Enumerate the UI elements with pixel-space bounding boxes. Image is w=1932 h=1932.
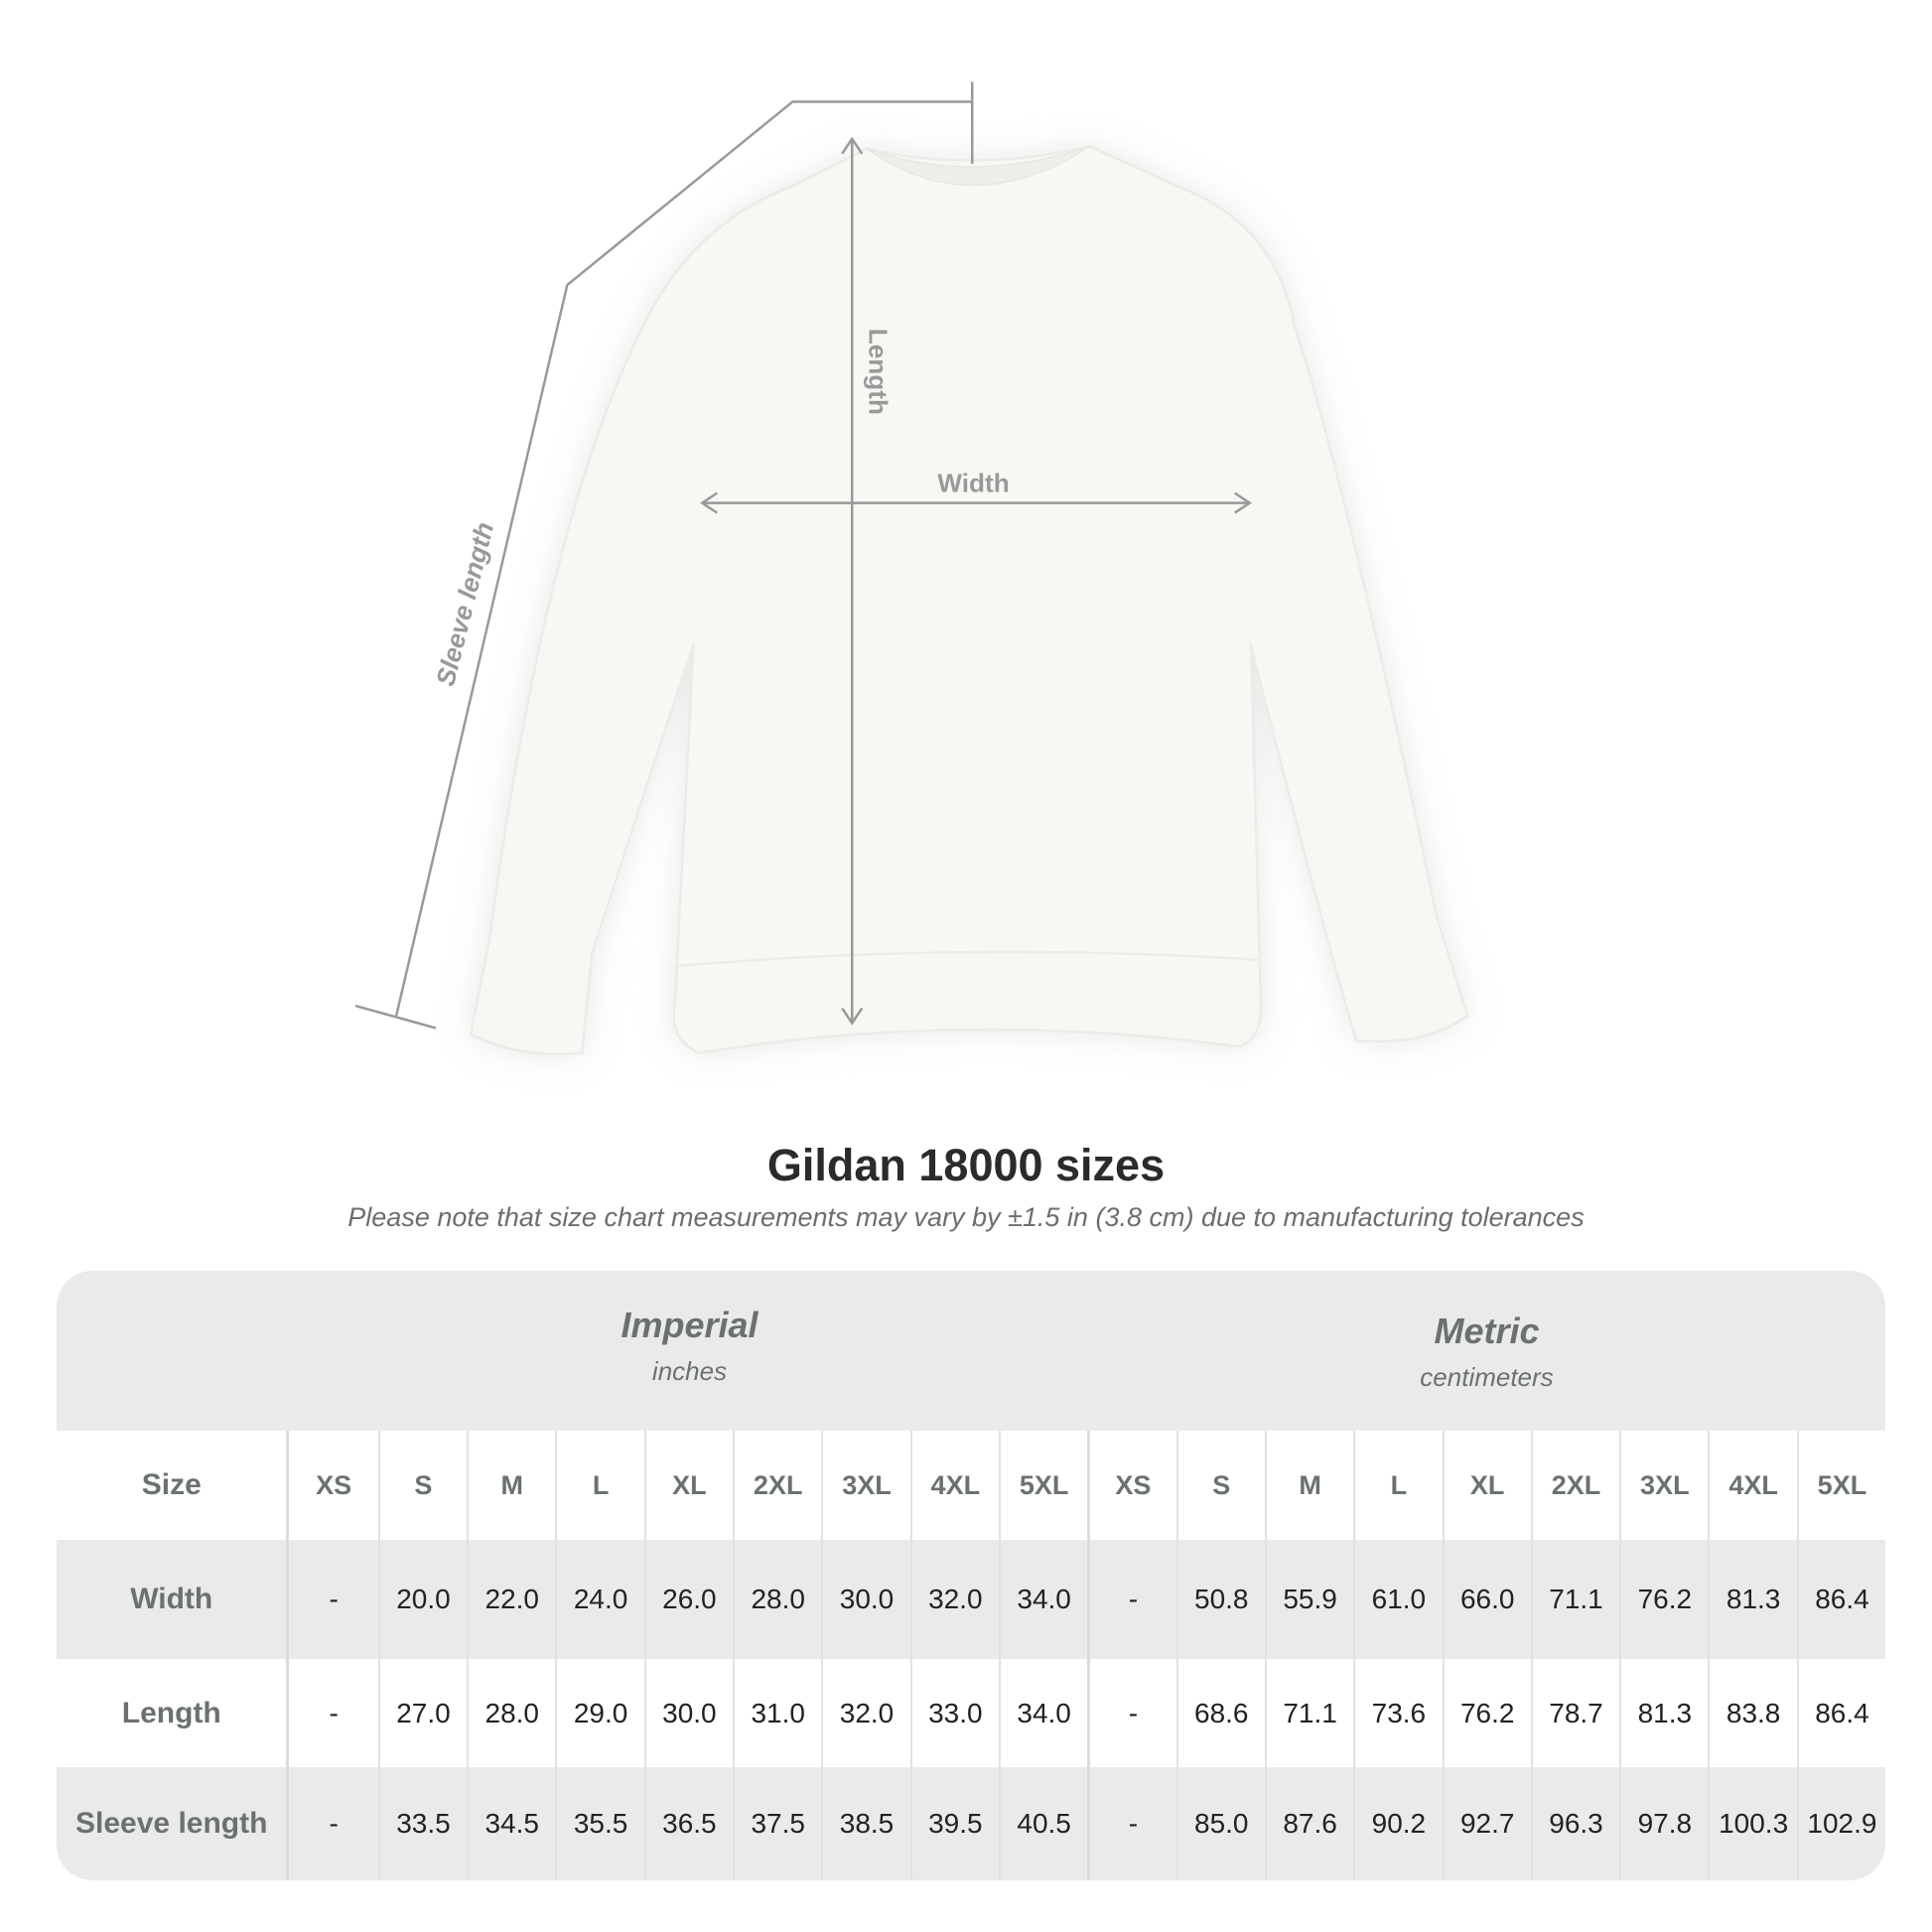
row-label: Width [57, 1540, 290, 1659]
imperial-value-cell: 29.0 [555, 1659, 643, 1767]
imperial-value-cell: 32.0 [909, 1540, 999, 1659]
measurement-lines [354, 81, 1252, 1030]
tolerance-note: Please note that size chart measurements… [347, 1202, 1585, 1232]
metric-size-header: XL [1442, 1431, 1531, 1540]
imperial-unit: inches [651, 1356, 728, 1386]
metric-value-cell: 55.9 [1264, 1540, 1353, 1659]
row-label: Sleeve length [57, 1767, 290, 1880]
metric-value-cell: 78.7 [1530, 1659, 1619, 1767]
metric-size-header: XS [1087, 1431, 1175, 1540]
imperial-value-cell: 22.0 [467, 1540, 555, 1659]
page-title: Gildan 18000 sizes [766, 1140, 1166, 1190]
imperial-value-cell: 38.5 [821, 1767, 909, 1880]
metric-value-cell: 81.3 [1619, 1659, 1708, 1767]
imperial-value-cell: 30.0 [821, 1540, 909, 1659]
imperial-value-cell: 36.5 [643, 1767, 733, 1880]
metric-title: Metric [1434, 1311, 1540, 1351]
sweatshirt-image [469, 145, 1469, 1055]
metric-value-cell: 97.8 [1619, 1767, 1708, 1880]
metric-size-header: 2XL [1530, 1431, 1619, 1540]
imperial-value-cell: - [329, 1697, 339, 1728]
metric-value-cell: 86.4 [1796, 1659, 1885, 1767]
table-row: Length -27.0 28.0 29.0 30.0 31.0 32.0 33.0 34.0-… [57, 1659, 1885, 1767]
imperial-value-cell: 39.5 [909, 1767, 999, 1880]
metric-value-cell: 83.8 [1708, 1659, 1796, 1767]
width-label: Width [937, 468, 1009, 497]
metric-size-header: L [1353, 1431, 1442, 1540]
table-row: Sleeve length - 33.5 34.5 35.5 36.5 37.5 38.5 39… [57, 1767, 1885, 1880]
metric-value-cell: 86.4 [1796, 1540, 1885, 1659]
metric-value-cell: 90.2 [1353, 1767, 1442, 1880]
imperial-value-cell: 20.0 [377, 1540, 467, 1659]
metric-value-cell: 76.2 [1442, 1659, 1531, 1767]
metric-size-header: S [1175, 1431, 1265, 1540]
metric-value-cell: 92.7 [1442, 1767, 1531, 1880]
imperial-value-cell: 28.0 [733, 1540, 821, 1659]
metric-size-header: M [1264, 1431, 1353, 1540]
metric-value-cell: 68.6 [1175, 1659, 1265, 1767]
imperial-value-cell: 34.0 [998, 1659, 1087, 1767]
size-header-row: Size XS S M L XL 2XL 3XL 4XL 5XL XS S M L XL 2XL 3XL 4XL 5… [57, 1431, 1885, 1540]
imperial-value-cell: 31.0 [733, 1659, 821, 1767]
length-label: Length [864, 329, 894, 415]
metric-value-cell: 73.6 [1353, 1659, 1442, 1767]
size-table: Imperial inches Metric centimeters Size X… [57, 1271, 1885, 1880]
metric-unit: centimeters [1420, 1362, 1554, 1392]
metric-value-cell: 66.0 [1442, 1540, 1531, 1659]
imperial-size-header: XL [643, 1431, 733, 1540]
metric-value-cell: 50.8 [1175, 1540, 1265, 1659]
imperial-value-cell: 35.5 [555, 1767, 643, 1880]
imperial-title: Imperial [621, 1305, 759, 1345]
imperial-heading: Imperial inches [290, 1305, 1089, 1387]
sweatshirt-diagram: Length Width Sleeve length [354, 81, 1469, 1055]
metric-size-header: 4XL [1708, 1431, 1796, 1540]
metric-value-cell: 61.0 [1353, 1540, 1442, 1659]
metric-heading: Metric centimeters [1087, 1311, 1885, 1393]
imperial-value-cell: - [329, 1584, 339, 1614]
imperial-value-cell: 30.0 [643, 1659, 733, 1767]
imperial-value-cell: 32.0 [821, 1659, 909, 1767]
metric-value-cell: - [1087, 1540, 1175, 1659]
imperial-value-cell: 33.0 [909, 1659, 999, 1767]
metric-value-cell: 81.3 [1708, 1540, 1796, 1659]
metric-value-cell: 85.0 [1175, 1767, 1265, 1880]
imperial-value-cell: 37.5 [733, 1767, 821, 1880]
imperial-value-cell: 34.5 [467, 1767, 555, 1880]
imperial-size-header: 3XL [821, 1431, 909, 1540]
imperial-value-cell: 40.5 [998, 1767, 1087, 1880]
metric-value-cell: - [1087, 1767, 1175, 1880]
row-label: Length [57, 1659, 290, 1767]
imperial-value-cell: 26.0 [643, 1540, 733, 1659]
metric-value-cell: 71.1 [1264, 1659, 1353, 1767]
imperial-size-header: 4XL [909, 1431, 999, 1540]
metric-value-cell: 76.2 [1619, 1540, 1708, 1659]
metric-value-cell: 100.3 [1708, 1767, 1796, 1880]
metric-value-cell: 87.6 [1264, 1767, 1353, 1880]
imperial-value-cell: 28.0 [467, 1659, 555, 1767]
metric-value-cell: 71.1 [1530, 1540, 1619, 1659]
imperial-size-header: M [467, 1431, 555, 1540]
row-label: Size [57, 1431, 290, 1540]
metric-value-cell: 96.3 [1530, 1767, 1619, 1880]
table-header-band [57, 1271, 1885, 1431]
metric-size-header: 5XL [1796, 1431, 1885, 1540]
imperial-value-cell: - [329, 1808, 339, 1839]
imperial-size-header: L [555, 1431, 643, 1540]
metric-size-header: 3XL [1619, 1431, 1708, 1540]
imperial-value-cell: 33.5 [377, 1767, 467, 1880]
metric-value-cell: 102.9 [1796, 1767, 1885, 1880]
imperial-size-header: XS [316, 1469, 352, 1500]
imperial-value-cell: 27.0 [377, 1659, 467, 1767]
imperial-size-header: 2XL [733, 1431, 821, 1540]
sleeve-length-label: Sleeve length [430, 519, 499, 689]
imperial-size-header: 5XL [998, 1431, 1087, 1540]
metric-value-cell: - [1087, 1659, 1175, 1767]
imperial-size-header: S [377, 1431, 467, 1540]
imperial-value-cell: 24.0 [555, 1540, 643, 1659]
table-row: Width -20.0 22.0 24.0 26.0 28.0 30.0 32.0 34.0-5… [57, 1540, 1885, 1659]
imperial-value-cell: 34.0 [998, 1540, 1087, 1659]
